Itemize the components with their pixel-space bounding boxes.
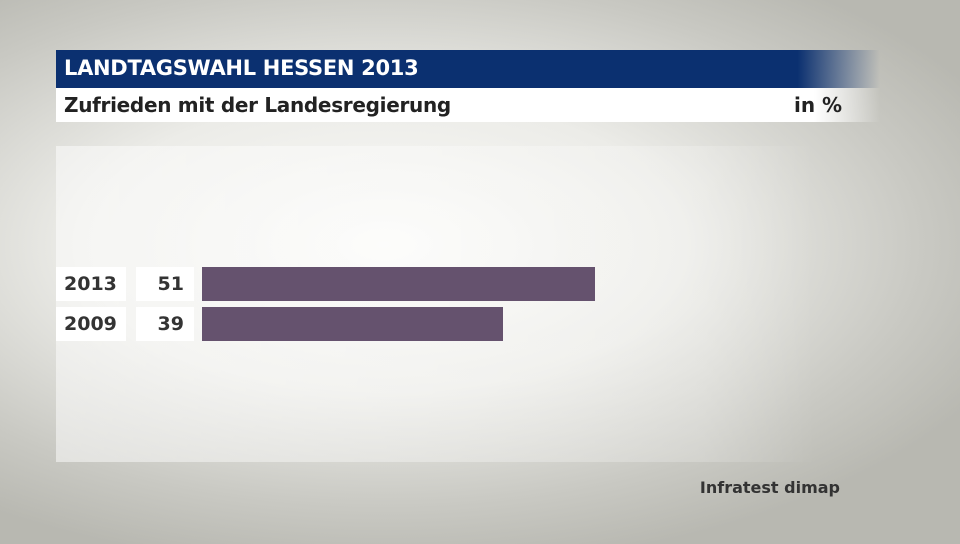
subtitle-bar: Zufrieden mit der Landesregierung in % bbox=[56, 88, 880, 122]
category-label: 2013 bbox=[56, 267, 126, 301]
plot-area bbox=[56, 146, 816, 462]
category-label: 2009 bbox=[56, 307, 126, 341]
data-label: 51 bbox=[136, 267, 194, 301]
bar bbox=[202, 307, 503, 341]
source-label: Infratest dimap bbox=[699, 478, 840, 497]
bar bbox=[202, 267, 595, 301]
title-bar: LANDTAGSWAHL HESSEN 2013 bbox=[56, 50, 880, 88]
chart-title: LANDTAGSWAHL HESSEN 2013 bbox=[64, 56, 419, 80]
data-label: 39 bbox=[136, 307, 194, 341]
chart-subtitle: Zufrieden mit der Landesregierung bbox=[64, 93, 451, 117]
unit-label: in % bbox=[794, 93, 843, 117]
